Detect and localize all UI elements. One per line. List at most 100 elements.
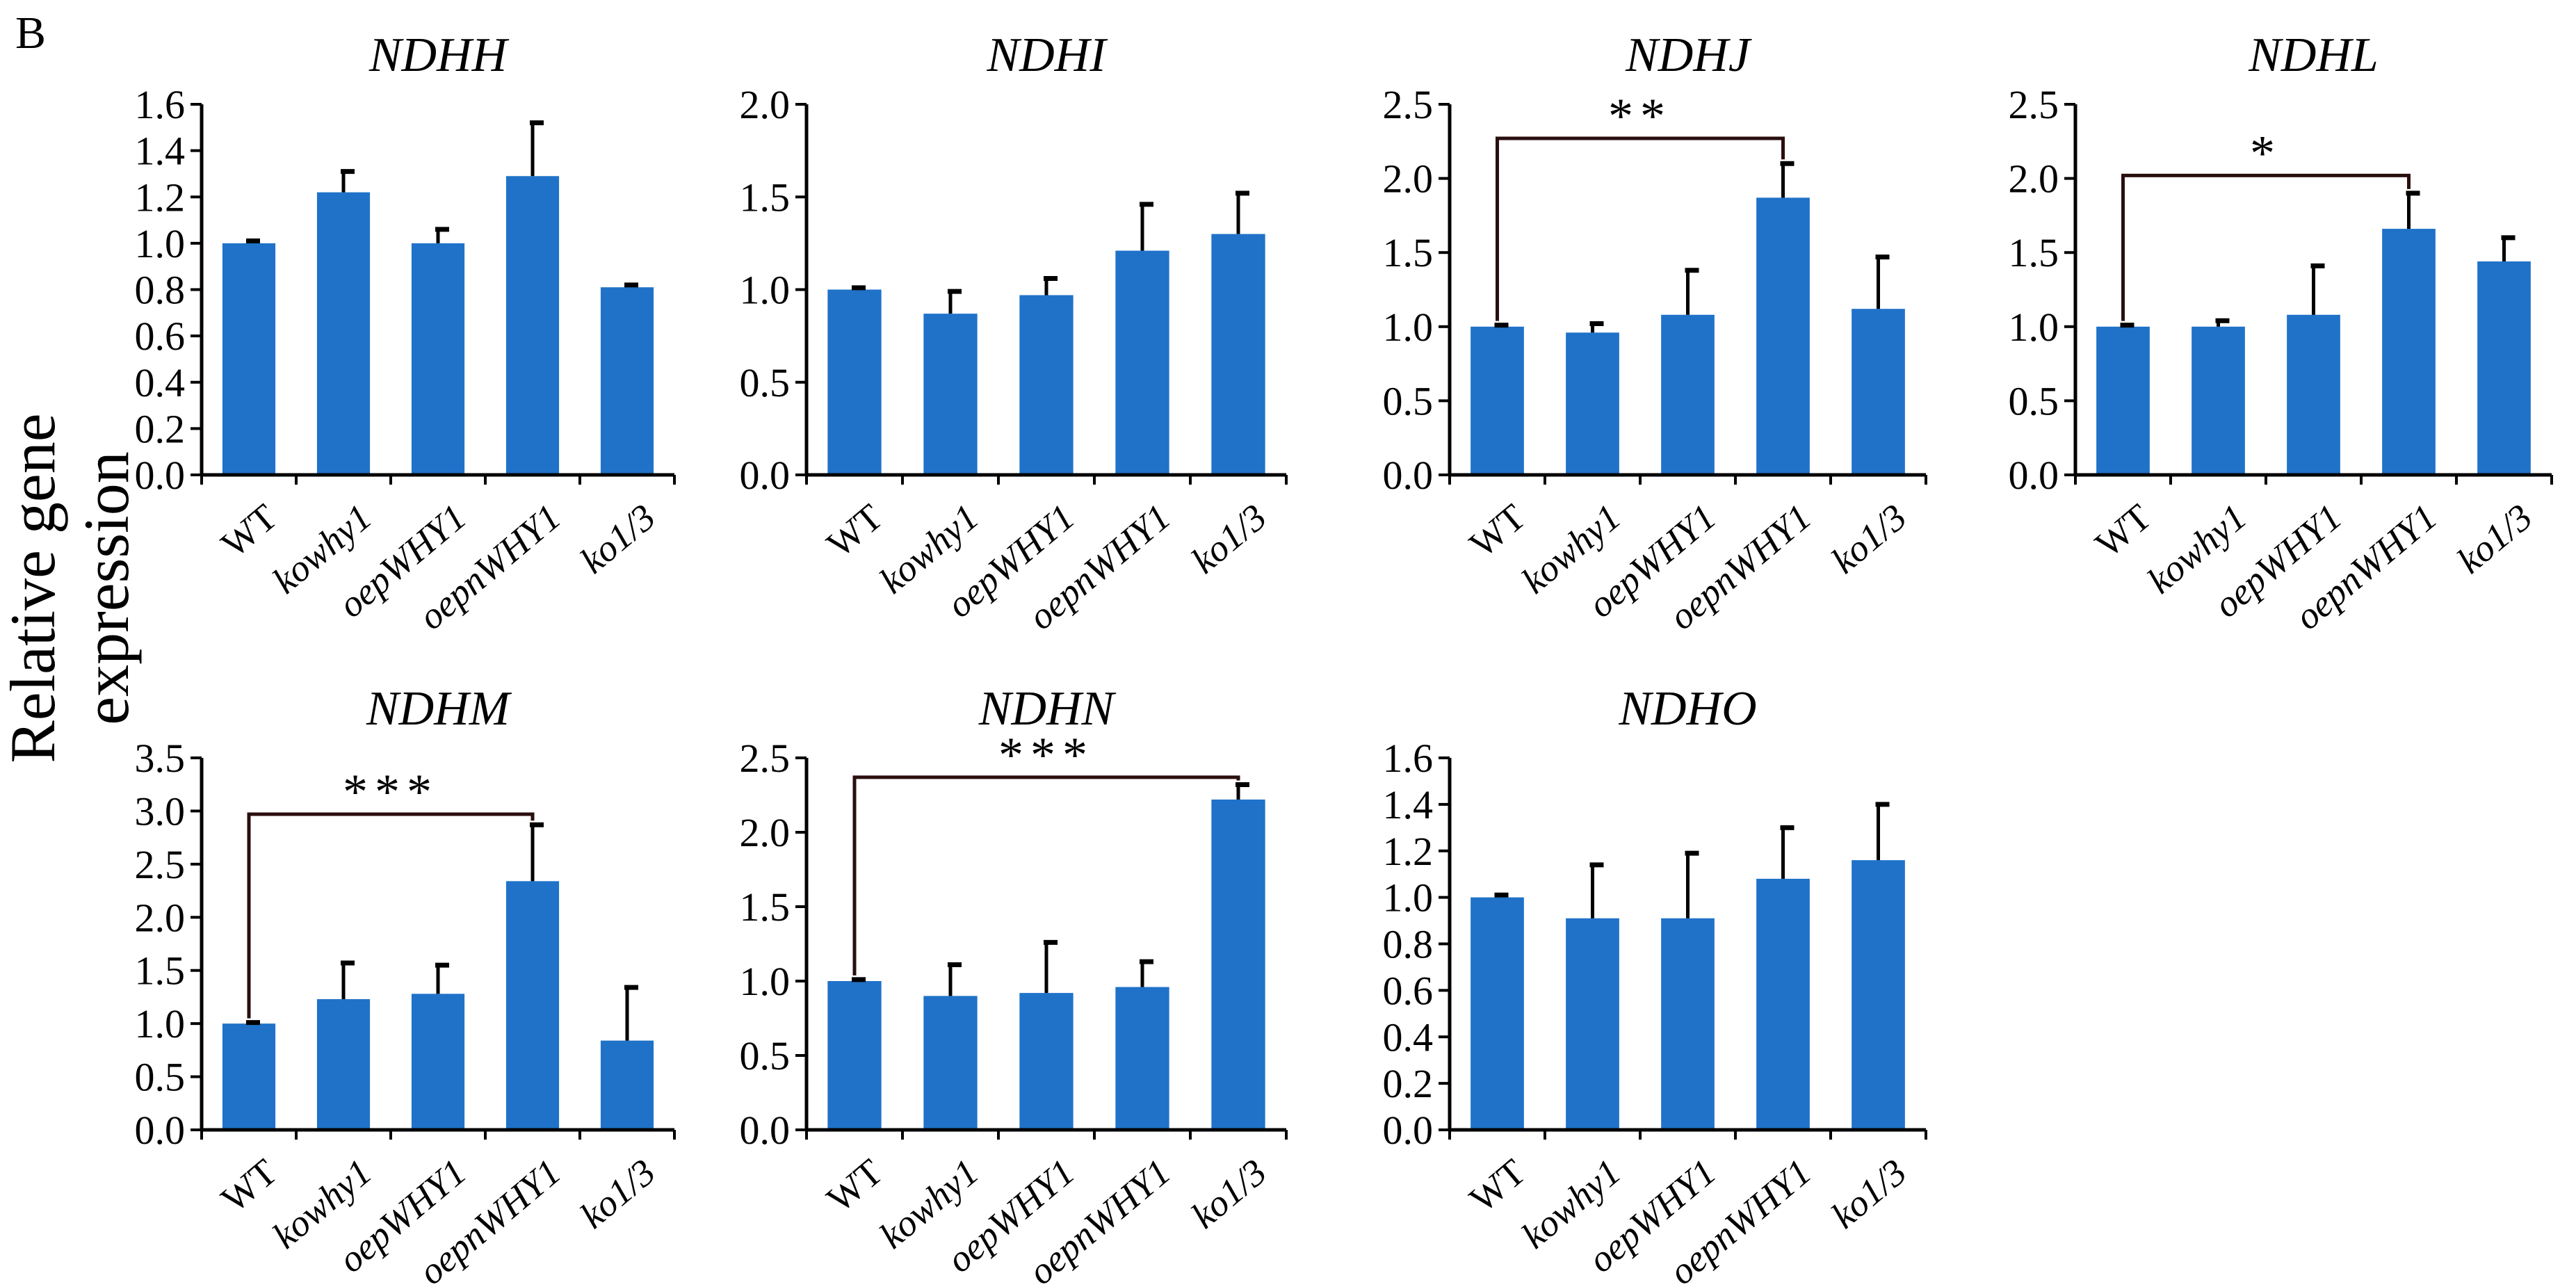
significance-bracket [1496,136,1785,321]
y-tick-label: 0.5 [740,360,791,405]
chart-title: NDHN [978,682,1117,736]
y-tick-label: 2.5 [135,842,186,887]
x-tick-label: ko1/3 [1183,1151,1274,1236]
x-tick-label: WT [1461,1151,1533,1220]
bar-oepnwhy1 [1115,250,1169,475]
bar-oepwhy1 [1661,918,1715,1130]
x-tick-label: ko1/3 [1824,496,1914,581]
y-tick-label: 2.0 [740,810,791,855]
significance-label: *** [998,727,1094,783]
y-tick-label: 0.4 [1383,1014,1434,1060]
y-tick-label: 2.0 [2009,156,2059,202]
y-tick-label: 2.5 [1383,82,1434,127]
significance-label: * [2250,125,2282,181]
chart-title: NDHO [1618,682,1756,736]
x-tick-label: ko1/3 [572,496,663,581]
bar-oepwhy1 [1661,314,1715,475]
y-tick-label: 1.5 [740,884,791,930]
chart-title: NDHL [2248,29,2379,82]
bar-ko1-3 [2477,261,2531,475]
y-tick-label: 1.0 [1383,875,1434,921]
chart-ndhm: NDHM0.00.51.01.52.02.53.03.5WTkowhy1oepW… [135,682,676,1287]
y-tick-label: 1.2 [135,175,186,220]
y-tick-label: 2.5 [740,736,791,781]
significance-bracket [247,812,535,1019]
bar-kowhy1 [2192,326,2245,475]
y-tick-label: 1.0 [740,959,791,1004]
significance-bracket [852,775,1240,976]
x-tick-label: WT [213,1151,285,1220]
y-tick-label: 0.2 [135,406,186,451]
chart-ndhl: NDHL0.00.51.01.52.02.5WTkowhy1oepWHY1oep… [2009,29,2553,638]
bar-kowhy1 [923,996,978,1130]
bar-kowhy1 [1566,918,1619,1130]
chart-ndhi: NDHI0.00.51.01.52.0WTkowhy1oepWHY1oepnWH… [740,29,1288,638]
x-tick-label: ko1/3 [1183,496,1274,581]
bar-ko1-3 [600,1040,654,1130]
bar-ko1-3 [1852,860,1905,1130]
bar-oepwhy1 [411,994,465,1130]
chart-ndho: NDHO0.00.20.40.60.81.01.21.41.6WTkowhy1o… [1383,682,1927,1287]
bar-kowhy1 [316,998,371,1130]
x-tick-label: ko1/3 [572,1151,663,1236]
x-tick-label: ko1/3 [2449,496,2540,581]
y-tick-label: 0.5 [2009,378,2059,423]
y-tick-label: 0.5 [740,1033,791,1078]
y-tick-label: 0.5 [1383,378,1434,423]
y-tick-label: 0.0 [135,453,186,498]
y-tick-label: 0.2 [1383,1061,1434,1106]
bar-oepnwhy1 [2382,229,2436,475]
significance-bracket [2121,173,2411,321]
y-tick-label: 1.0 [1383,305,1434,350]
y-tick-label: 1.0 [135,1001,186,1046]
bar-oepwhy1 [1019,993,1074,1130]
chart-title: NDHH [368,29,510,82]
y-tick-label: 0.5 [135,1055,186,1100]
y-tick-label: 1.0 [2009,305,2059,350]
x-tick-label: WT [213,496,285,565]
y-tick-label: 2.0 [740,82,791,127]
significance-label: *** [343,764,439,820]
bar-ko1-3 [1211,234,1265,475]
y-tick-label: 1.0 [135,221,186,266]
bar-wt [827,289,882,475]
chart-ndhh: NDHH0.00.20.40.60.81.01.21.41.6WTkowhy1o… [135,29,676,638]
y-tick-label: 0.6 [135,314,186,359]
bar-ko1-3 [1852,309,1905,475]
bar-wt [827,981,882,1130]
y-tick-label: 1.5 [135,948,186,994]
bar-kowhy1 [316,192,371,475]
y-tick-label: 2.5 [2009,82,2059,127]
x-tick-label: WT [1461,496,1533,565]
bar-oepnwhy1 [1756,878,1810,1130]
bar-ko1-3 [1211,799,1265,1130]
y-tick-label: 0.8 [1383,922,1434,967]
significance-label: ** [1608,88,1672,144]
bar-oepnwhy1 [505,881,560,1130]
y-tick-label: 1.2 [1383,829,1434,874]
y-tick-label: 0.6 [1383,968,1434,1013]
y-tick-label: 0.4 [135,360,186,405]
y-tick-label: 0.8 [135,268,186,313]
bar-oepwhy1 [2287,314,2340,475]
y-tick-label: 1.5 [740,175,791,220]
y-tick-label: 0.0 [1383,1108,1434,1153]
y-tick-label: 1.0 [740,268,791,313]
x-tick-label: WT [819,1151,891,1220]
bar-wt [2096,326,2150,475]
y-tick-label: 2.0 [1383,156,1434,202]
x-tick-label: ko1/3 [1824,1151,1914,1236]
bar-wt [222,243,276,475]
chart-title: NDHJ [1625,29,1752,82]
y-tick-label: 1.6 [135,82,186,127]
chart-ndhn: NDHN0.00.51.01.52.02.5WTkowhy1oepWHY1oep… [740,682,1288,1287]
bar-oepwhy1 [1019,295,1074,475]
y-tick-label: 0.0 [1383,453,1434,498]
y-tick-label: 1.5 [2009,230,2059,275]
bar-wt [222,1023,276,1130]
bar-kowhy1 [1566,332,1619,475]
y-tick-label: 0.0 [2009,453,2059,498]
y-tick-label: 1.4 [1383,782,1434,827]
bar-ko1-3 [600,287,654,475]
